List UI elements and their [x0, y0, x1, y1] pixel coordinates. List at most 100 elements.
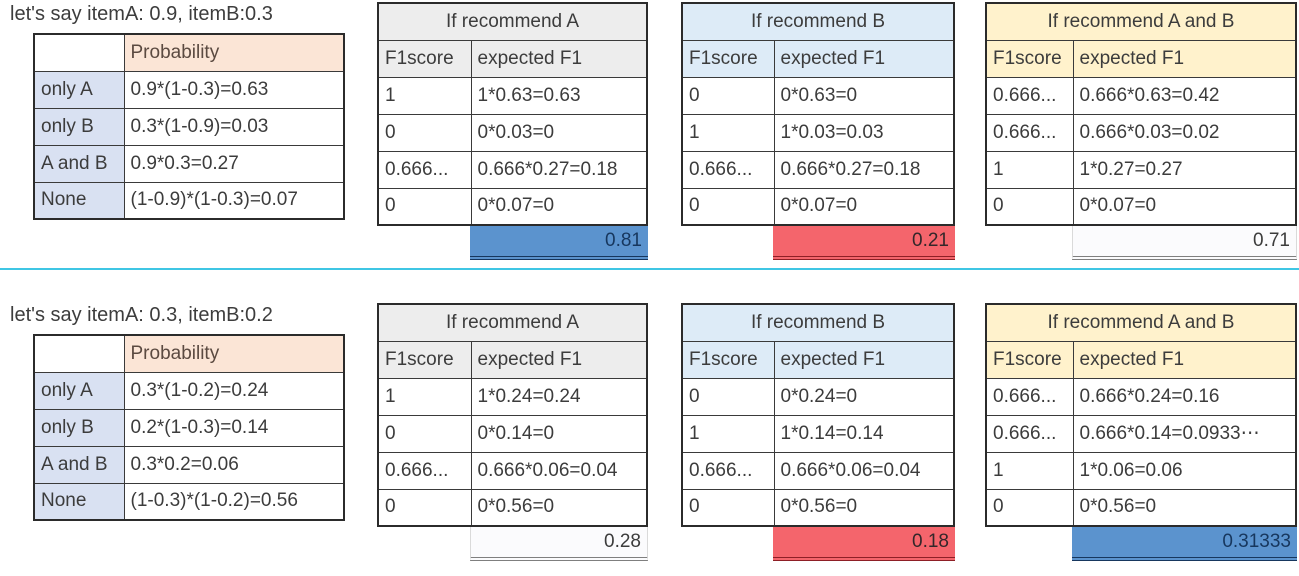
recommend-a-and-b-table: If recommend A and B F1score expected F1… — [985, 2, 1297, 226]
formula-cell: 0.9*0.3=0.27 — [123, 144, 345, 183]
f1score-cell: 1 — [681, 414, 775, 453]
expected-f1-cell: 0.666*0.03=0.02 — [1072, 113, 1297, 152]
recommend-b-table-group: If recommend B F1score expected F1 0 0*0… — [681, 2, 955, 260]
recommend-a-and-b-table: If recommend A and B F1score expected F1… — [985, 303, 1297, 527]
f1score-cell: 0.666... — [985, 113, 1074, 152]
f1score-cell: 0 — [681, 488, 775, 527]
expected-f1-cell: 0.666*0.06=0.04 — [470, 451, 648, 490]
corner-cell — [33, 33, 125, 72]
recommend-b-table: If recommend B F1score expected F1 0 0*0… — [681, 303, 955, 527]
f1score-cell: 0.666... — [985, 414, 1074, 453]
expected-f1-header-cell: expected F1 — [470, 39, 648, 78]
expected-f1-cell: 1*0.24=0.24 — [470, 377, 648, 416]
formula-cell: 0.9*(1-0.3)=0.63 — [123, 70, 345, 109]
expected-f1-cell: 0*0.56=0 — [1072, 488, 1297, 527]
recommend-a-table-group: If recommend A F1score expected F1 1 1*0… — [377, 303, 648, 561]
f1score-cell: 1 — [681, 113, 775, 152]
expected-f1-cell: 0*0.07=0 — [1072, 187, 1297, 226]
expected-f1-total-cell: 0.21 — [773, 226, 955, 260]
f1score-cell: 0 — [377, 113, 472, 152]
expected-f1-cell: 0.666*0.63=0.42 — [1072, 76, 1297, 115]
probability-header-cell: Probability — [123, 334, 345, 373]
expected-f1-header-cell: expected F1 — [773, 39, 955, 78]
expected-f1-cell: 0.666*0.14=0.0933⋯ — [1072, 414, 1297, 453]
recommend-b-table-group: If recommend B F1score expected F1 0 0*0… — [681, 303, 955, 561]
recommend-ab-table-group: If recommend A and B F1score expected F1… — [985, 303, 1297, 561]
expected-f1-cell: 1*0.27=0.27 — [1072, 150, 1297, 189]
probability-table: Probability only A 0.9*(1-0.3)=0.63 only… — [33, 33, 345, 220]
recommend-a-table-group: If recommend A F1score expected F1 1 1*0… — [377, 2, 648, 260]
row-label-cell: only B — [33, 107, 125, 146]
f1score-cell: 1 — [377, 76, 472, 115]
row-label-cell: only B — [33, 408, 125, 447]
expected-f1-cell: 0.666*0.24=0.16 — [1072, 377, 1297, 416]
f1score-cell: 0.666... — [681, 451, 775, 490]
f1score-cell: 0.666... — [377, 451, 472, 490]
expected-f1-cell: 0.666*0.27=0.18 — [773, 150, 955, 189]
corner-cell — [33, 334, 125, 373]
table-title-cell: If recommend B — [681, 303, 955, 342]
recommend-a-table: If recommend A F1score expected F1 1 1*0… — [377, 303, 648, 527]
expected-f1-cell: 1*0.14=0.14 — [773, 414, 955, 453]
row-label-cell: None — [33, 482, 125, 521]
expected-f1-header-cell: expected F1 — [1072, 340, 1297, 379]
probability-header-cell: Probability — [123, 33, 345, 72]
probability-table: Probability only A 0.3*(1-0.2)=0.24 only… — [33, 334, 345, 521]
expected-f1-cell: 0*0.24=0 — [773, 377, 955, 416]
formula-cell: 0.3*(1-0.2)=0.24 — [123, 371, 345, 410]
f1score-header-cell: F1score — [681, 340, 775, 379]
expected-f1-cell: 0*0.14=0 — [470, 414, 648, 453]
f1score-header-cell: F1score — [377, 39, 472, 78]
scenario-caption: let's say itemA: 0.3, itemB:0.2 — [10, 304, 273, 326]
probability-table-group: Probability only A 0.3*(1-0.2)=0.24 only… — [33, 334, 345, 521]
scenario-section-1: let's say itemA: 0.9, itemB:0.3 Probabil… — [0, 0, 1299, 268]
f1score-header-cell: F1score — [377, 340, 472, 379]
f1score-cell: 1 — [985, 451, 1074, 490]
recommend-a-table: If recommend A F1score expected F1 1 1*0… — [377, 2, 648, 226]
f1score-cell: 1 — [377, 377, 472, 416]
expected-f1-total-cell: 0.18 — [773, 527, 955, 561]
scenario-caption: let's say itemA: 0.9, itemB:0.3 — [10, 3, 273, 25]
formula-cell: (1-0.3)*(1-0.2)=0.56 — [123, 482, 345, 521]
expected-f1-cell: 0*0.03=0 — [470, 113, 648, 152]
expected-f1-header-cell: expected F1 — [773, 340, 955, 379]
expected-f1-total-cell: 0.81 — [470, 226, 648, 260]
table-title-cell: If recommend A — [377, 2, 648, 41]
expected-f1-total-cell: 0.28 — [470, 527, 648, 561]
recommend-ab-table-group: If recommend A and B F1score expected F1… — [985, 2, 1297, 260]
expected-f1-cell: 1*0.63=0.63 — [470, 76, 648, 115]
scenario-section-2: let's say itemA: 0.3, itemB:0.2 Probabil… — [0, 301, 1299, 569]
row-label-cell: None — [33, 181, 125, 220]
expected-f1-cell: 0*0.07=0 — [773, 187, 955, 226]
probability-table-group: Probability only A 0.9*(1-0.3)=0.63 only… — [33, 33, 345, 220]
table-title-cell: If recommend A and B — [985, 303, 1297, 342]
recommend-b-table: If recommend B F1score expected F1 0 0*0… — [681, 2, 955, 226]
expected-f1-header-cell: expected F1 — [1072, 39, 1297, 78]
f1score-header-cell: F1score — [985, 340, 1074, 379]
formula-cell: 0.3*(1-0.9)=0.03 — [123, 107, 345, 146]
expected-f1-cell: 0*0.56=0 — [773, 488, 955, 527]
f1score-cell: 0 — [985, 187, 1074, 226]
expected-f1-cell: 0*0.63=0 — [773, 76, 955, 115]
expected-f1-total-cell: 0.31333 — [1072, 527, 1297, 561]
table-title-cell: If recommend B — [681, 2, 955, 41]
f1score-cell: 0.666... — [377, 150, 472, 189]
section-divider-line — [0, 268, 1299, 270]
f1score-cell: 0 — [377, 488, 472, 527]
expected-f1-cell: 0.666*0.27=0.18 — [470, 150, 648, 189]
f1score-cell: 0 — [681, 377, 775, 416]
formula-cell: 0.2*(1-0.3)=0.14 — [123, 408, 345, 447]
row-label-cell: A and B — [33, 445, 125, 484]
f1score-header-cell: F1score — [681, 39, 775, 78]
f1score-cell: 0.666... — [985, 76, 1074, 115]
f1score-cell: 1 — [985, 150, 1074, 189]
expected-f1-header-cell: expected F1 — [470, 340, 648, 379]
f1score-cell: 0.666... — [681, 150, 775, 189]
row-label-cell: A and B — [33, 144, 125, 183]
expected-f1-cell: 1*0.03=0.03 — [773, 113, 955, 152]
table-title-cell: If recommend A — [377, 303, 648, 342]
f1score-cell: 0 — [377, 187, 472, 226]
expected-f1-cell: 0*0.56=0 — [470, 488, 648, 527]
expected-f1-cell: 0.666*0.06=0.04 — [773, 451, 955, 490]
expected-f1-total-cell: 0.71 — [1072, 226, 1297, 260]
